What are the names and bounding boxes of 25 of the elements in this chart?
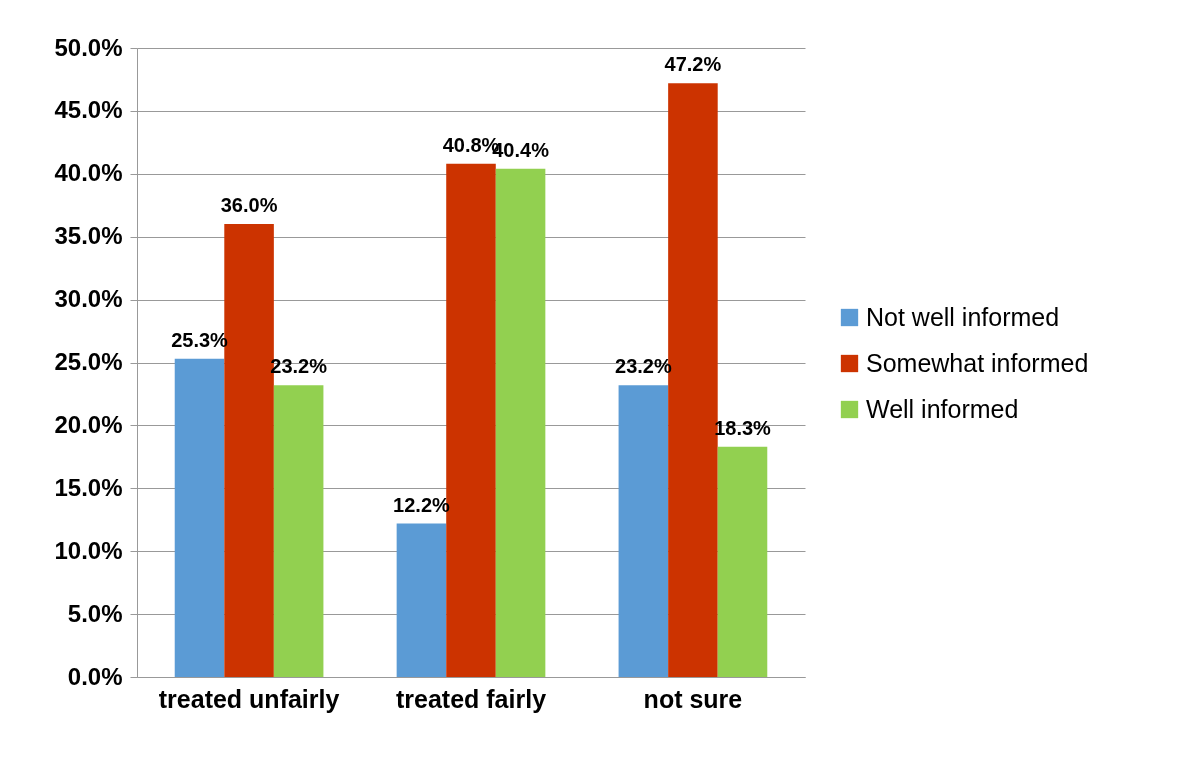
bar bbox=[618, 385, 669, 677]
x-tick-label: treated fairly bbox=[395, 684, 547, 713]
bar bbox=[396, 523, 447, 677]
data-label: 36.0% bbox=[220, 194, 278, 217]
y-tick-label: 50.0% bbox=[54, 33, 123, 61]
y-tick-label: 30.0% bbox=[54, 285, 123, 313]
y-tick-label: 35.0% bbox=[54, 222, 123, 250]
x-tick-label: treated unfairly bbox=[158, 684, 340, 713]
y-tick-label: 40.0% bbox=[54, 159, 123, 187]
y-tick-label: 45.0% bbox=[54, 96, 123, 124]
y-tick-label: 15.0% bbox=[54, 473, 123, 501]
legend-label: Well informed bbox=[866, 394, 1019, 423]
legend-label: Somewhat informed bbox=[866, 348, 1089, 377]
x-tick-label: not sure bbox=[643, 684, 743, 713]
bar bbox=[174, 358, 225, 677]
bar bbox=[717, 446, 768, 677]
y-tick-label: 25.0% bbox=[54, 348, 123, 375]
legend-label: Not well informed bbox=[866, 302, 1060, 331]
bar bbox=[273, 385, 324, 677]
y-tick-label: 0.0% bbox=[67, 662, 123, 690]
y-tick-label: 5.0% bbox=[67, 599, 123, 627]
y-tick-label: 20.0% bbox=[54, 410, 123, 438]
y-tick-label: 10.0% bbox=[54, 536, 123, 564]
data-label: 47.2% bbox=[664, 53, 722, 76]
bar bbox=[495, 168, 546, 677]
